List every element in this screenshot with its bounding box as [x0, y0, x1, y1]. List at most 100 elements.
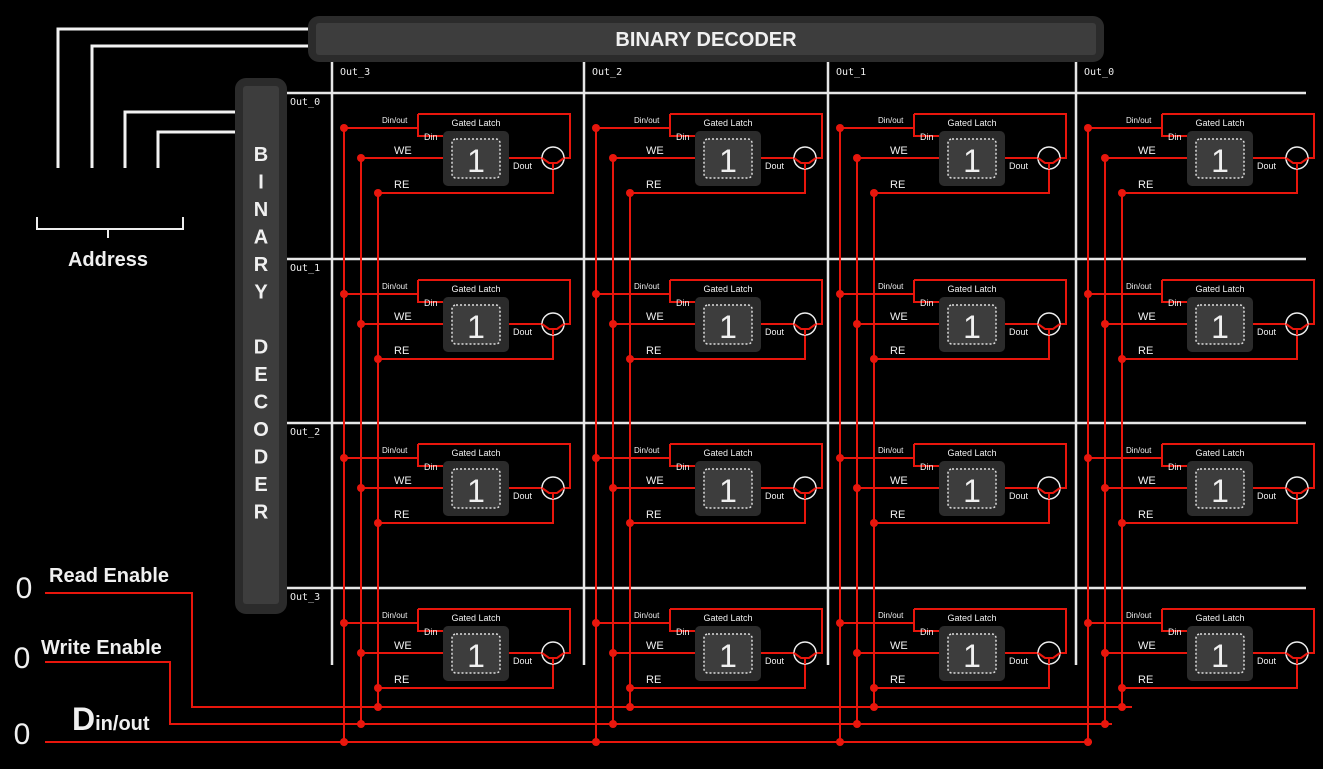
input-read-enable[interactable]: 0 Read Enable [16, 565, 169, 605]
latch-display [947, 468, 997, 509]
din-out-label: Din/out [382, 611, 408, 620]
latch-value: 1 [467, 638, 485, 674]
memory-cell: 1 Gated Latch Din/out Din WE RE Dout [592, 113, 823, 197]
read-enable-wire [874, 662, 1050, 689]
write-enable-value[interactable]: 0 [14, 642, 31, 675]
decoder-grid: Out_3 Out_2 Out_1 Out_0 Out_0 Out_1 Out_2 Out_3 [287, 62, 1306, 665]
latch-display [703, 468, 753, 509]
din-out-wire [344, 608, 571, 654]
memory-cell: 1 Gated Latch Din/out Din WE RE Dout [836, 443, 1067, 527]
memory-cell: 1 Gated Latch Din/out Din WE RE Dout [1084, 113, 1315, 197]
memory-cell: 1 Gated Latch Din/out Din WE RE Dout [592, 279, 823, 363]
side-decoder-letter: A [254, 227, 268, 249]
din-label: Din [676, 132, 690, 142]
din-label: Din [424, 462, 438, 472]
re-label: RE [394, 509, 409, 521]
read-enable-label: Read Enable [49, 565, 169, 587]
read-enable-wire [1122, 333, 1298, 360]
din-out-label: Din/out [382, 446, 408, 455]
read-enable-wire [378, 497, 554, 524]
din-label: Din [1168, 132, 1182, 142]
dout-label: Dout [765, 161, 785, 171]
side-decoder-letter: Y [254, 282, 268, 304]
din-out-wire [840, 443, 1067, 489]
memory-cell: 1 Gated Latch Din/out Din WE RE Dout [836, 113, 1067, 197]
latch-value: 1 [1211, 143, 1229, 179]
re-label: RE [890, 345, 905, 357]
side-decoder-letter: N [254, 199, 268, 221]
latch-value: 1 [467, 309, 485, 345]
write-enable-bus [45, 661, 1112, 725]
din-out-label: Din/out [382, 116, 408, 125]
address-label: Address [68, 249, 148, 271]
latch-value: 1 [963, 143, 981, 179]
din-label: Din [676, 298, 690, 308]
read-enable-wire [874, 333, 1050, 360]
we-label: WE [890, 311, 908, 323]
we-label: WE [890, 145, 908, 157]
we-label: WE [646, 311, 664, 323]
re-label: RE [1138, 179, 1153, 191]
din-out-label: Din/out [634, 611, 660, 620]
din-label: Din [424, 627, 438, 637]
re-label: RE [1138, 345, 1153, 357]
side-decoder-letter: E [254, 474, 267, 496]
latch-title: Gated Latch [1195, 448, 1244, 458]
row-label: Out_0 [290, 97, 320, 108]
re-label: RE [1138, 674, 1153, 686]
side-decoder-letter: E [254, 364, 267, 386]
dout-label: Dout [765, 491, 785, 501]
we-label: WE [1138, 145, 1156, 157]
transistor-leads [1285, 652, 1309, 664]
latch-value: 1 [963, 309, 981, 345]
din-out-label: Din/out [634, 116, 660, 125]
din-out-wire [840, 608, 1067, 654]
latch-title: Gated Latch [451, 118, 500, 128]
din-out-wire [596, 113, 823, 159]
latch-display [703, 138, 753, 179]
latch-display [1195, 633, 1245, 674]
latch-title: Gated Latch [1195, 118, 1244, 128]
re-label: RE [890, 674, 905, 686]
latch-value: 1 [719, 638, 737, 674]
re-label: RE [1138, 509, 1153, 521]
side-decoder-letter: B [254, 144, 268, 166]
transistor-leads [541, 487, 565, 499]
transistor-leads [793, 652, 817, 664]
read-enable-wire [630, 662, 806, 689]
din-label: Din [1168, 298, 1182, 308]
latch-display [451, 468, 501, 509]
din-out-label: Din/out [382, 282, 408, 291]
latch-value: 1 [1211, 638, 1229, 674]
memory-cell: 1 Gated Latch Din/out Din WE RE Dout [340, 443, 571, 527]
column-label: Out_3 [340, 67, 370, 78]
input-write-enable[interactable]: 0 Write Enable [14, 637, 162, 675]
re-label: RE [394, 674, 409, 686]
row-label: Out_3 [290, 592, 320, 603]
read-enable-bus [45, 592, 1132, 708]
transistor-leads [793, 487, 817, 499]
din-out-wire [840, 279, 1067, 325]
din-out-value[interactable]: 0 [14, 718, 31, 751]
dout-label: Dout [1257, 491, 1277, 501]
latch-value: 1 [719, 309, 737, 345]
dout-label: Dout [1257, 656, 1277, 666]
latch-display [947, 138, 997, 179]
memory-cell: 1 Gated Latch Din/out Din WE RE Dout [1084, 608, 1315, 692]
read-enable-wire [378, 333, 554, 360]
transistor-leads [793, 157, 817, 169]
latch-title: Gated Latch [703, 613, 752, 623]
read-enable-value[interactable]: 0 [16, 572, 33, 605]
side-decoder-letter: C [254, 392, 268, 414]
we-label: WE [646, 475, 664, 487]
transistor-leads [1285, 323, 1309, 335]
latch-display [947, 304, 997, 345]
din-out-wire [1088, 279, 1315, 325]
we-label: WE [394, 640, 412, 652]
we-label: WE [1138, 311, 1156, 323]
input-din-out[interactable]: 0 Din/out [14, 701, 150, 751]
latch-title: Gated Latch [1195, 613, 1244, 623]
junction-dot [1101, 720, 1109, 728]
re-label: RE [646, 674, 661, 686]
